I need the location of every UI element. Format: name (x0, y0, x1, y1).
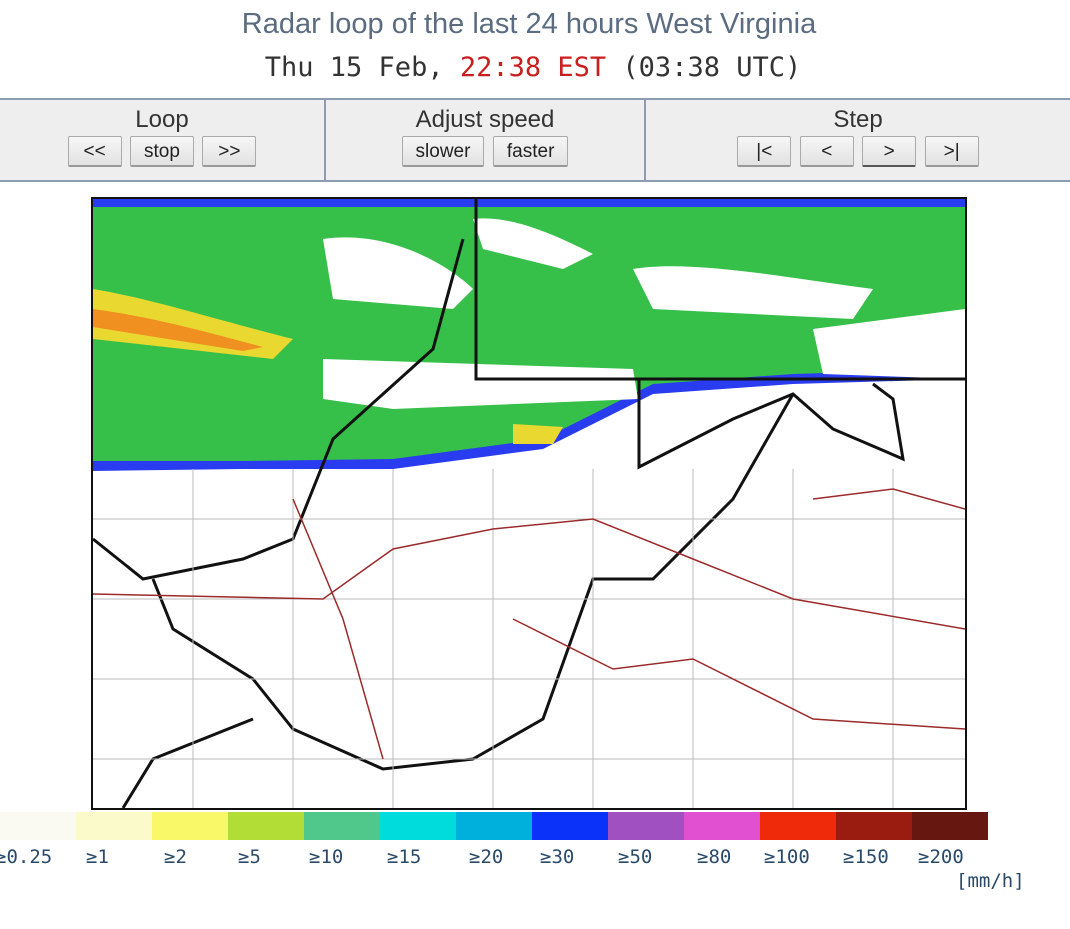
precipitation-layer (93, 199, 965, 471)
legend-swatch (380, 812, 456, 840)
next-frame-button[interactable]: > (862, 136, 917, 167)
legend-label: ≥80 (697, 846, 732, 868)
page-title: Radar loop of the last 24 hours West Vir… (241, 8, 817, 40)
legend-swatch (76, 812, 152, 840)
legend-swatch (456, 812, 532, 840)
step-section: Step |< < > >| (644, 100, 1070, 180)
legend-swatch (836, 812, 912, 840)
loop-backward-button[interactable]: << (67, 136, 122, 167)
previous-frame-button[interactable]: < (799, 136, 854, 167)
legend-label: ≥20 (469, 846, 504, 868)
legend-label: ≥0.25 (0, 846, 53, 868)
legend-swatch (0, 812, 76, 840)
utc-time: (03:38 UTC) (622, 52, 802, 83)
legend-swatch (152, 812, 228, 840)
loop-forward-button[interactable]: >> (202, 136, 257, 167)
faster-button[interactable]: faster (492, 136, 569, 167)
legend-swatch (760, 812, 836, 840)
legend-label: ≥2 (164, 846, 187, 868)
legend-label: ≥50 (618, 846, 653, 868)
loop-label: Loop (135, 106, 189, 133)
legend-label: ≥200 (918, 846, 964, 868)
legend-swatch (228, 812, 304, 840)
last-frame-button[interactable]: >| (924, 136, 979, 167)
legend-label: ≥100 (764, 846, 810, 868)
radar-map (91, 197, 967, 810)
legend-label: ≥30 (540, 846, 575, 868)
date: Thu 15 Feb, (264, 52, 444, 83)
control-bar: Loop << stop >> Adjust speed slower fast… (0, 98, 1070, 182)
legend-label: ≥15 (387, 846, 422, 868)
step-label: Step (833, 106, 883, 133)
legend-swatch (532, 812, 608, 840)
legend-swatch (684, 812, 760, 840)
speed-section: Adjust speed slower faster (324, 100, 644, 180)
speed-label: Adjust speed (415, 106, 555, 133)
legend-label: ≥1 (86, 846, 109, 868)
loop-section: Loop << stop >> (0, 100, 324, 180)
legend-swatch (912, 812, 988, 840)
county-lines (93, 469, 965, 808)
legend-labels: ≥0.25 ≥1 ≥2 ≥5 ≥10 ≥15 ≥20 ≥30 ≥50 ≥80 ≥100 ≥150 ≥20… (0, 846, 1000, 870)
legend-swatch (608, 812, 684, 840)
local-time: 22:38 EST (459, 52, 607, 83)
highways (93, 488, 965, 760)
legend-swatch (304, 812, 380, 840)
color-legend (0, 812, 988, 840)
first-frame-button[interactable]: |< (737, 136, 792, 167)
stop-button[interactable]: stop (130, 136, 194, 167)
slower-button[interactable]: slower (401, 136, 485, 167)
legend-unit: [mm/h] (956, 870, 1025, 892)
timestamp: Thu 15 Feb, 22:38 EST (03:38 UTC) (0, 52, 1066, 83)
legend-label: ≥5 (238, 846, 261, 868)
legend-label: ≥150 (843, 846, 889, 868)
legend-label: ≥10 (309, 846, 344, 868)
